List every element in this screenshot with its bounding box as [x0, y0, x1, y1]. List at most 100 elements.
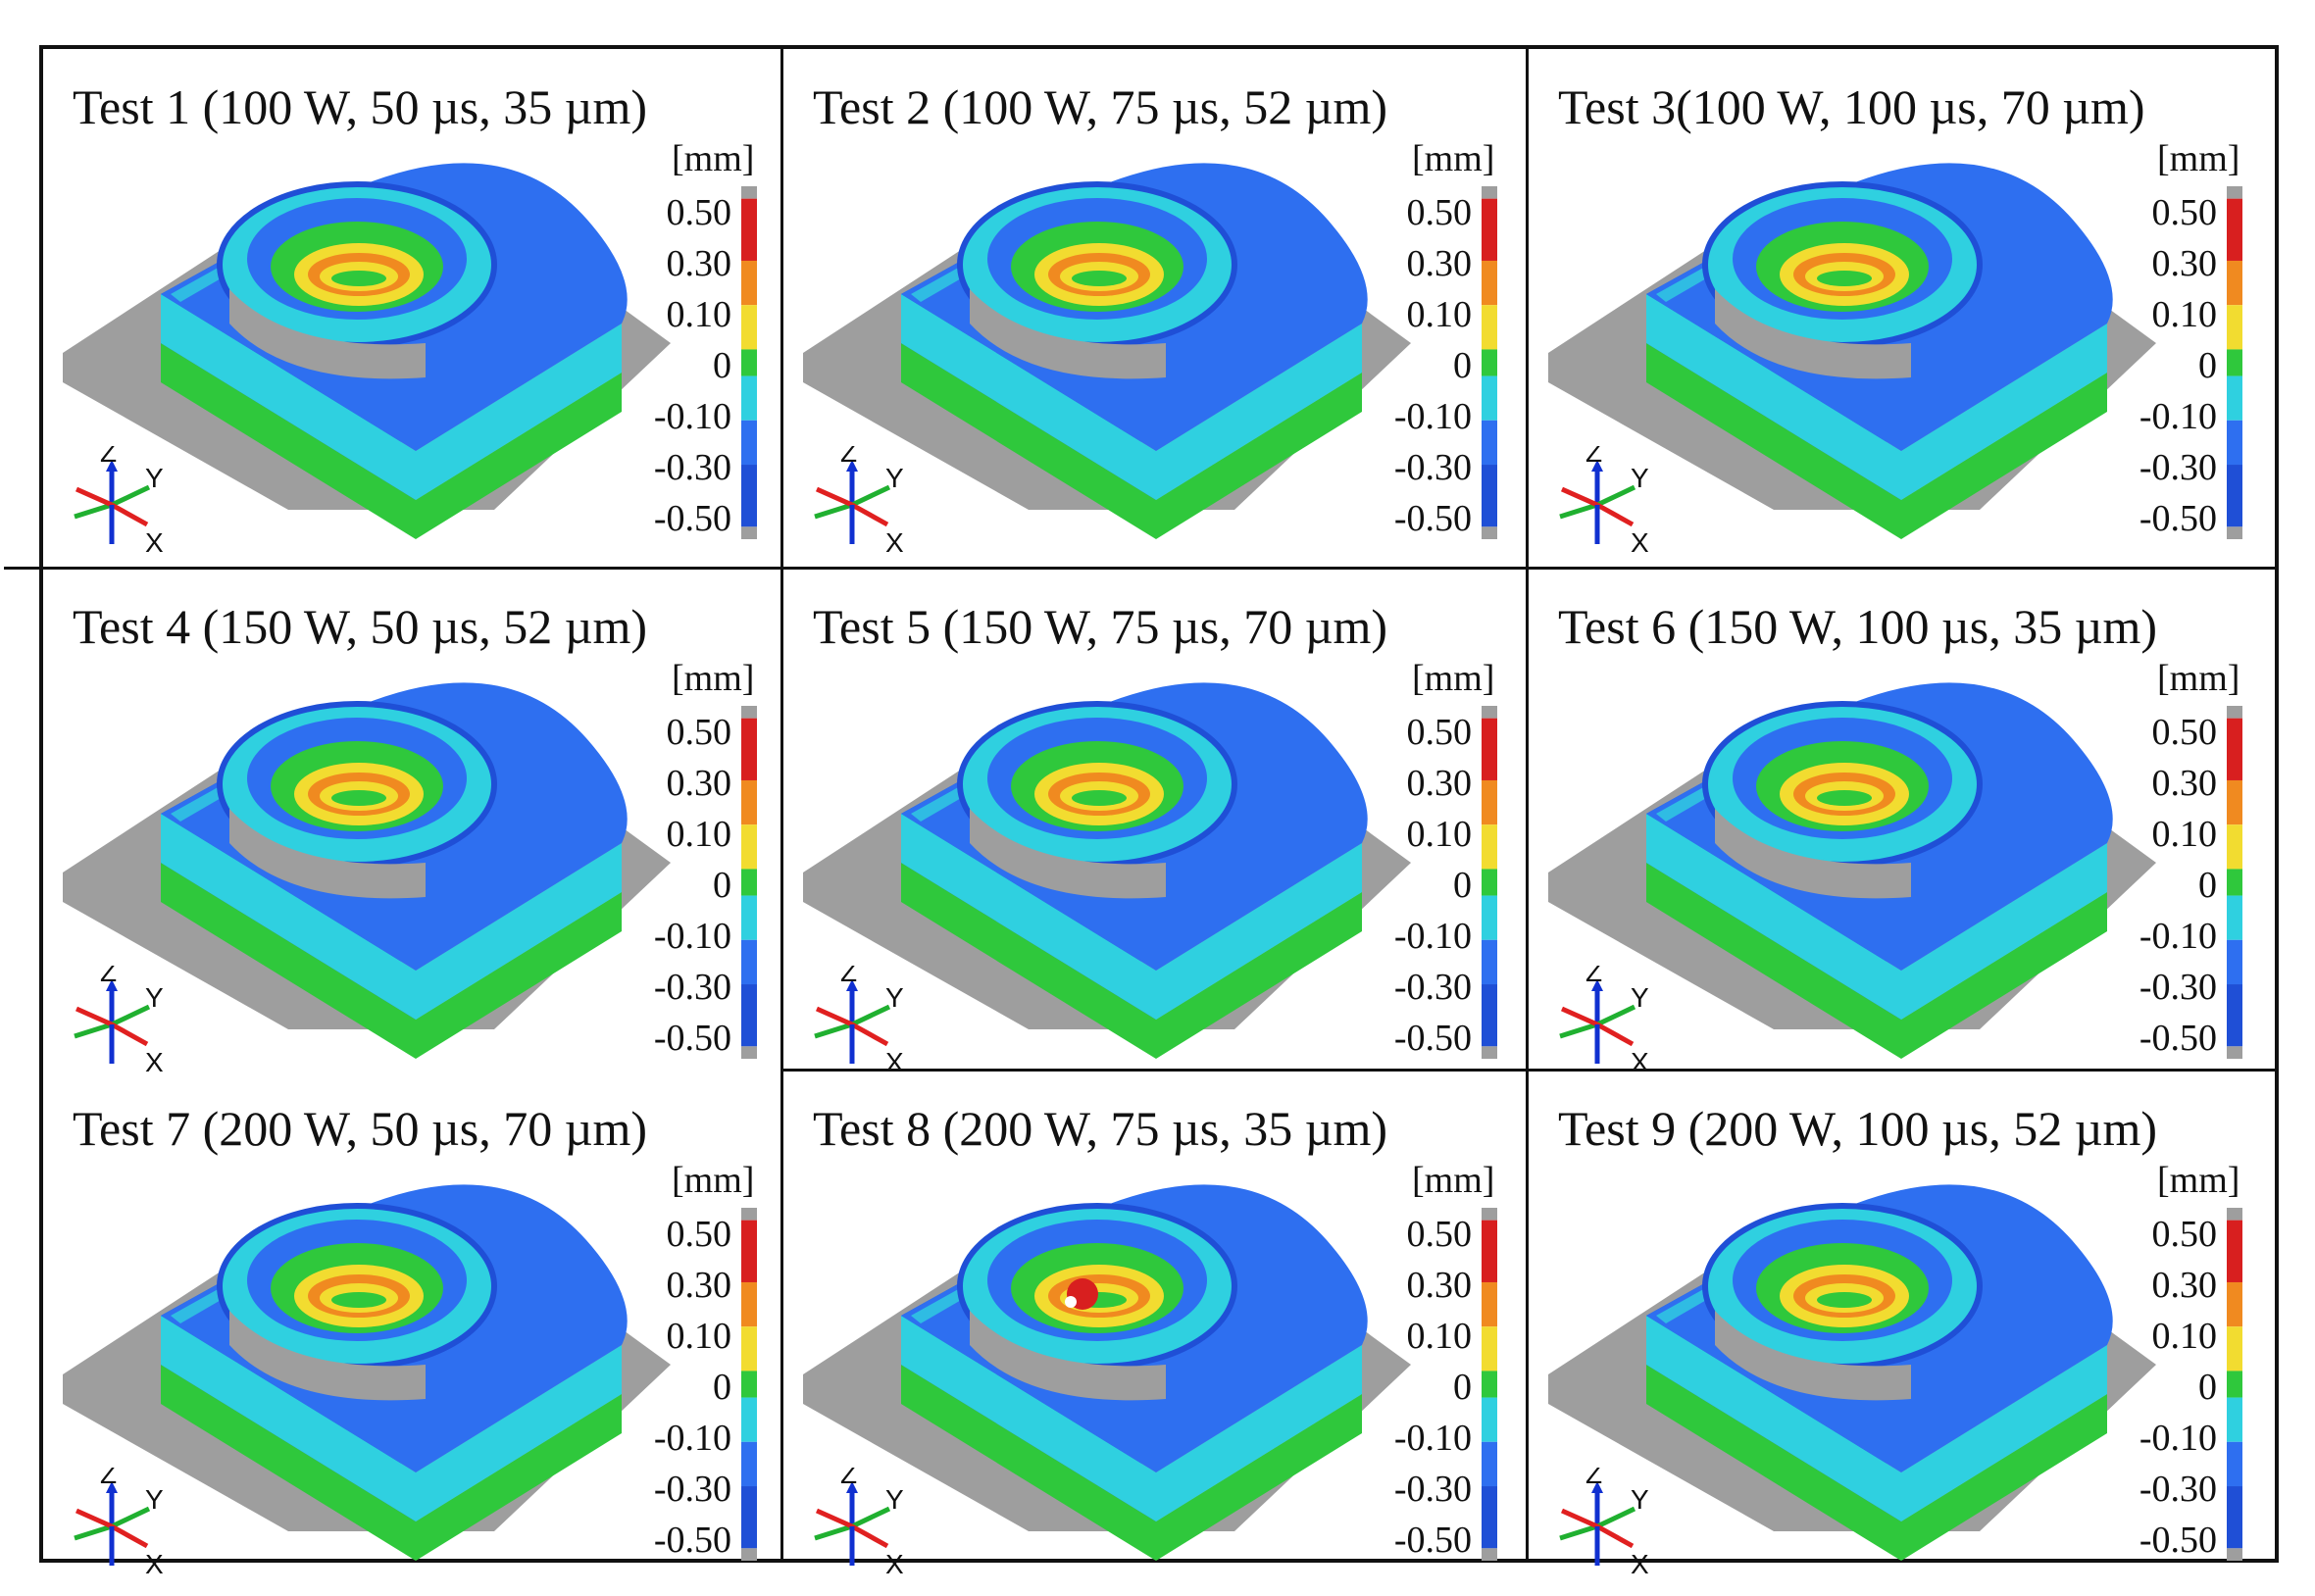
axis-triad-7: Z Y X [74, 1468, 164, 1575]
axis-label-z: Z [1585, 446, 1602, 468]
test-title: Test 7 (200 W, 50 µs, 70 µm) [73, 1101, 648, 1156]
colorbar-unit-label: [mm] [1412, 138, 1495, 179]
colorbar-2 [1482, 186, 1497, 539]
colorbar-tick-label: 0.50 [1406, 712, 1473, 753]
axis-label-x: X [1631, 1549, 1649, 1575]
colorbar-tick-label: 0.10 [2151, 814, 2218, 855]
axis-label-z: Z [1585, 966, 1602, 987]
axis-label-z: Z [840, 1468, 857, 1489]
colorbar-tick-label: -0.50 [1393, 1018, 1472, 1059]
deviation-scan-4 [63, 682, 671, 1059]
deviation-scan-5 [803, 682, 1411, 1059]
colorbar-tick-label: -0.50 [2139, 1018, 2217, 1059]
colorbar-tick-label: 0.10 [2151, 294, 2218, 335]
colorbar-4 [741, 706, 757, 1059]
colorbar-7 [741, 1208, 757, 1561]
axis-triad-1: Z Y X [74, 446, 164, 554]
colorbar-tick-label: 0.30 [1406, 243, 1473, 284]
test-title: Test 3(100 W, 100 µs, 70 µm) [1558, 79, 2145, 134]
axis-label-x: X [1631, 1047, 1649, 1073]
test-panel-7: Z Y X Test 7 (200 W, 50 µs, 70 µm) [mm] 0.… [43, 1071, 788, 1575]
colorbar-tick-label: 0.50 [1406, 192, 1473, 233]
test-panel-3: Z Y X Test 3(100 W, 100 µs, 70 µm) [mm] 0.… [1529, 49, 2274, 554]
colorbar-tick-label: -0.30 [653, 1469, 731, 1510]
colorbar-tick-label: 0.50 [2151, 712, 2218, 753]
colorbar-tick-label: -0.10 [653, 396, 731, 437]
colorbar-tick-label: -0.50 [2139, 1520, 2217, 1561]
grid-divider-vertical-1 [780, 49, 783, 1559]
test-panel-4: Z Y X Test 4 (150 W, 50 µs, 52 µm) [mm] 0.… [43, 569, 788, 1073]
deviation-scan-6 [1548, 682, 2156, 1059]
axis-label-y: Y [885, 1484, 904, 1515]
colorbar-unit-label: [mm] [1412, 1160, 1495, 1201]
axis-label-y: Y [145, 982, 164, 1013]
colorbar-unit-label: [mm] [1412, 658, 1495, 699]
colorbar-tick-label: -0.30 [653, 447, 731, 488]
colorbar-tick-label: 0.10 [666, 814, 732, 855]
test-title: Test 9 (200 W, 100 µs, 52 µm) [1558, 1101, 2158, 1156]
test-title: Test 2 (100 W, 75 µs, 52 µm) [813, 79, 1388, 134]
colorbar-tick-label: 0 [1453, 1367, 1472, 1408]
colorbar-tick-label: 0.10 [1406, 294, 1473, 335]
colorbar-tick-label: -0.50 [2139, 498, 2217, 539]
colorbar-tick-label: 0.10 [1406, 1316, 1473, 1357]
colorbar-tick-label: 0.50 [1406, 1214, 1473, 1255]
axis-label-x: X [145, 1549, 164, 1575]
colorbar-unit-label: [mm] [672, 1160, 755, 1201]
colorbar-tick-label: -0.30 [2139, 1469, 2217, 1510]
axis-label-y: Y [145, 1484, 164, 1515]
test-title: Test 1 (100 W, 50 µs, 35 µm) [73, 79, 648, 134]
colorbar-tick-label: 0 [2198, 345, 2217, 386]
axis-label-y: Y [1631, 982, 1649, 1013]
colorbar-tick-label: -0.10 [1393, 916, 1472, 957]
colorbar-5 [1482, 706, 1497, 1059]
colorbar-tick-label: 0.50 [666, 1214, 732, 1255]
colorbar-tick-label: 0.10 [1406, 814, 1473, 855]
axis-label-y: Y [145, 463, 164, 493]
axis-label-z: Z [100, 966, 117, 987]
colorbar-tick-label: 0.30 [1406, 763, 1473, 804]
colorbar-tick-label: 0.30 [1406, 1265, 1473, 1306]
colorbar-tick-label: 0.10 [666, 294, 732, 335]
colorbar-tick-label: -0.50 [653, 498, 731, 539]
colorbar-unit-label: [mm] [2157, 138, 2240, 179]
axis-label-y: Y [1631, 463, 1649, 493]
axis-label-z: Z [100, 446, 117, 468]
axis-label-x: X [145, 527, 164, 554]
colorbar-tick-label: -0.30 [2139, 447, 2217, 488]
axis-triad-8: Z Y X [814, 1468, 904, 1575]
colorbar-tick-label: -0.30 [653, 967, 731, 1008]
test-panel-9: Z Y X Test 9 (200 W, 100 µs, 52 µm) [mm] 0… [1529, 1071, 2274, 1575]
colorbar-unit-label: [mm] [672, 138, 755, 179]
colorbar-tick-label: -0.10 [653, 1418, 731, 1459]
grid-divider-horizontal-1 [4, 567, 2275, 570]
axis-label-x: X [885, 527, 904, 554]
deviation-scan-2 [803, 163, 1411, 539]
colorbar-tick-label: -0.30 [1393, 967, 1472, 1008]
colorbar-tick-label: -0.30 [1393, 1469, 1472, 1510]
deviation-scan-9 [1548, 1184, 2156, 1561]
colorbar-unit-label: [mm] [2157, 1160, 2240, 1201]
colorbar-tick-label: -0.10 [2139, 916, 2217, 957]
grid-divider-horizontal-2 [780, 1069, 2275, 1072]
deviation-scan-1 [63, 163, 671, 539]
colorbar-tick-label: 0 [1453, 865, 1472, 906]
colorbar-tick-label: -0.50 [653, 1018, 731, 1059]
colorbar-tick-label: 0 [1453, 345, 1472, 386]
colorbar-tick-label: -0.50 [1393, 1520, 1472, 1561]
colorbar-tick-label: 0.50 [2151, 192, 2218, 233]
colorbar-tick-label: 0.30 [666, 763, 732, 804]
test-title: Test 6 (150 W, 100 µs, 35 µm) [1558, 599, 2158, 654]
axis-label-z: Z [100, 1468, 117, 1489]
axis-label-y: Y [1631, 1484, 1649, 1515]
colorbar-tick-label: 0.30 [2151, 243, 2218, 284]
test-title: Test 5 (150 W, 75 µs, 70 µm) [813, 599, 1388, 654]
colorbar-tick-label: -0.30 [1393, 447, 1472, 488]
colorbar-tick-label: -0.10 [1393, 396, 1472, 437]
axis-label-x: X [145, 1047, 164, 1073]
colorbar-8 [1482, 1208, 1497, 1561]
axis-triad-6: Z Y X [1559, 966, 1649, 1073]
colorbar-tick-label: -0.50 [653, 1520, 731, 1561]
colorbar-tick-label: 0.10 [666, 1316, 732, 1357]
axis-triad-3: Z Y X [1559, 446, 1649, 554]
